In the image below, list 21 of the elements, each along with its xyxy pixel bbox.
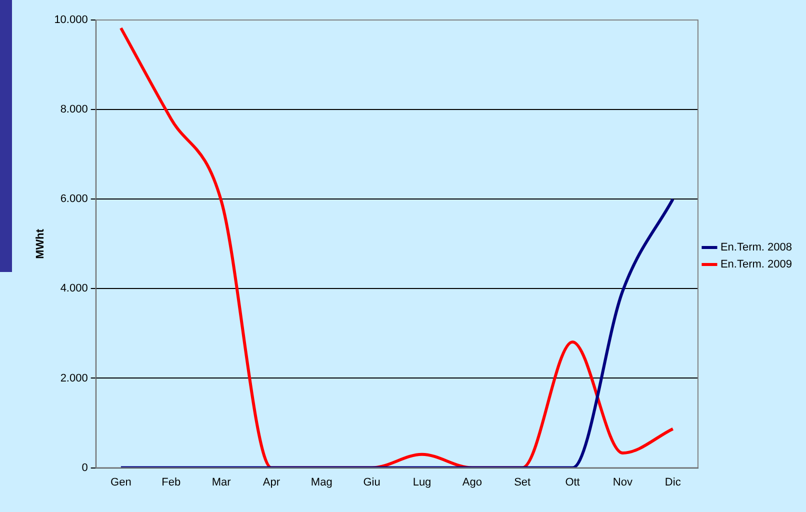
x-tick-label: Mag: [310, 476, 332, 488]
x-tick-label: Mar: [212, 476, 232, 488]
y-tick-label: 4.000: [60, 282, 88, 295]
y-tick-label: 6.000: [60, 193, 88, 206]
y-tick-label: 10.000: [54, 14, 88, 26]
y-tick-label: 8.000: [60, 104, 88, 116]
x-tick-label: Dic: [664, 476, 682, 488]
x-tick-label: Nov: [612, 476, 633, 488]
x-tick-label: Giu: [363, 476, 380, 488]
x-tick-label: Lug: [412, 476, 432, 488]
legend-label: En.Term. 2009: [720, 258, 792, 271]
y-tick-label: 0: [82, 462, 88, 474]
x-tick-label: Ott: [565, 476, 580, 488]
y-axis-title: MWht: [34, 228, 47, 259]
legend-label: En.Term. 2008: [720, 242, 792, 254]
x-tick-label: Apr: [262, 476, 280, 488]
x-tick-label: Set: [514, 476, 531, 488]
x-tick-label: Feb: [162, 476, 181, 488]
y-tick-label: 2.000: [60, 372, 88, 384]
x-tick-label: Ago: [462, 476, 482, 488]
x-tick-label: Gen: [110, 476, 132, 488]
